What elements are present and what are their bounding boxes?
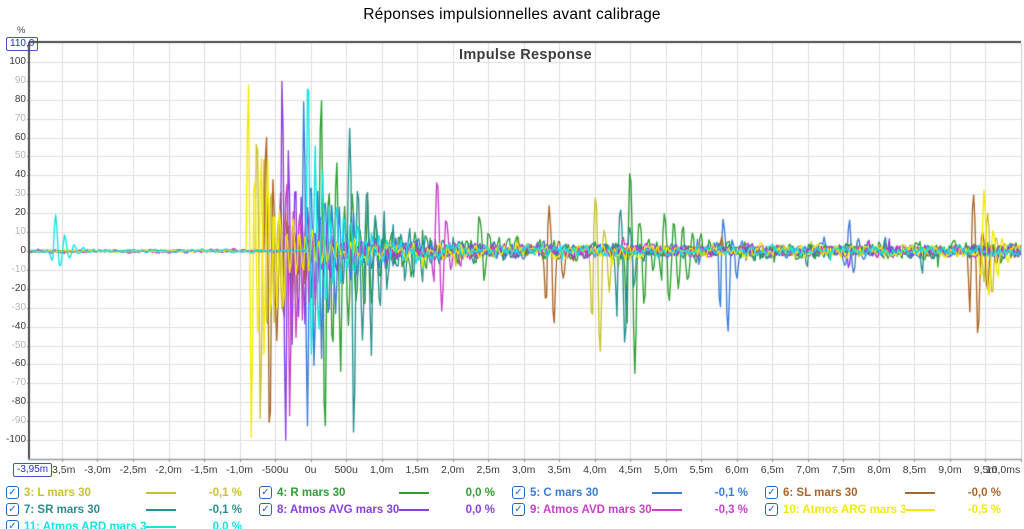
x-tick-label: 7,5m [831,464,856,476]
y-tick-label: -80 [11,396,26,408]
y-tick-label: 90 [14,74,26,86]
legend-checkbox[interactable]: ✓ [765,486,778,499]
y-tick-label: -70 [11,377,26,389]
x-tick-label: 9,0m [938,464,962,476]
y-tick-label: -90 [11,415,26,427]
y-tick-label: -60 [11,358,26,370]
y-tick-label: -50 [11,339,26,351]
x-tick-label: 5,5m [689,464,713,476]
legend-item-4: ✓ 4: R mars 30 0,0 % [259,484,512,501]
legend-line-swatch [905,491,935,494]
legend-offset-value: -0,1 % [714,486,748,499]
legend-item-7: ✓ 7: SR mars 30 -0,1 % [6,501,259,518]
legend-checkbox[interactable]: ✓ [6,520,19,529]
x-tick-label: 2,5m [476,464,500,476]
x-tick-label: -500u [261,464,289,476]
legend-label: 11: Atmos ARD mars 30 [24,520,146,529]
legend-offset-value: -0,3 % [714,503,748,516]
x-tick-label: 9,5m [973,464,998,476]
legend-offset-value: 0,0 % [465,486,495,499]
x-tick-label: 3,0m [512,464,536,476]
x-tick-label: 500u [334,464,358,476]
legend-label: 9: Atmos AVD mars 30 [530,503,652,516]
legend-line-swatch [652,491,682,494]
x-tick-label: 6,0m [725,464,749,476]
y-tick-label: 40 [14,169,26,181]
legend-checkbox[interactable]: ✓ [6,486,19,499]
x-axis-min-input[interactable]: -3,95m [13,463,53,477]
legend-item-6: ✓ 6: SL mars 30 -0,0 % [765,484,1018,501]
x-tick-label: -2,5m [119,464,147,476]
legend-line-swatch [146,508,176,511]
y-tick-label: -20 [11,282,26,294]
legend-checkbox[interactable]: ✓ [6,503,19,516]
legend-item-10: ✓ 10: Atmos ARG mars 30 -0,5 % [765,501,1018,518]
y-tick-label: 60 [14,131,26,143]
y-tick-label: 20 [14,207,26,219]
y-tick-label: 70 [14,112,26,124]
x-tick-label: 3,5m [547,464,571,476]
legend-line-swatch [146,491,176,494]
y-tick-label: 30 [14,188,26,200]
x-tick-label: 8,0m [867,464,891,476]
legend-offset-value: -0,1 % [208,486,242,499]
legend-line-swatch [399,491,429,494]
legend-item-9: ✓ 9: Atmos AVD mars 30 -0,3 % [512,501,765,518]
plot-canvas [0,0,1024,480]
legend-checkbox[interactable]: ✓ [765,503,778,516]
x-tick-label: -1,5m [190,464,218,476]
y-tick-label: -100 [5,434,26,446]
y-tick-label: 50 [14,150,26,162]
legend-offset-value: -0,1 % [208,503,242,516]
legend-label: 3: L mars 30 [24,486,91,499]
y-tick-label: -10 [11,263,26,275]
legend-item-8: ✓ 8: Atmos AVG mars 30 0,0 % [259,501,512,518]
y-tick-label: 0 [20,245,26,256]
legend-label: 8: Atmos AVG mars 30 [277,503,399,516]
x-tick-label: -2,0m [155,464,182,476]
y-tick-label: -40 [11,320,26,332]
x-tick-label: 1,5m [405,464,429,476]
x-tick-label: 5,0m [654,464,678,476]
legend-checkbox[interactable]: ✓ [259,503,272,516]
legend: ✓ 3: L mars 30 -0,1 % ✓ 4: R mars 30 0,0 % ✓ 5:… [6,484,1020,529]
legend-item-11: ✓ 11: Atmos ARD mars 30 0,0 % [6,518,259,529]
x-tick-label: 6,5m [760,464,785,476]
legend-checkbox[interactable]: ✓ [512,486,525,499]
legend-line-swatch [652,508,682,511]
legend-offset-value: 0,0 % [212,520,242,529]
y-tick-label: 100 [9,55,26,67]
legend-line-swatch [399,508,429,511]
x-tick-label: 0u [304,464,317,476]
x-tick-label: 8,5m [902,464,927,476]
y-tick-label: -30 [11,301,26,313]
legend-offset-value: -0,0 % [967,486,1001,499]
legend-item-5: ✓ 5: C mars 30 -0,1 % [512,484,765,501]
legend-item-3: ✓ 3: L mars 30 -0,1 % [6,484,259,501]
x-tick-label: 10,0ms [985,464,1021,476]
x-tick-label: 2,0m [441,464,465,476]
y-tick-label: 80 [14,93,26,105]
x-tick-label: -1,0m [226,464,253,476]
x-tick-label: -3,0m [84,464,111,476]
x-tick-label: 4,0m [583,464,607,476]
y-tick-label: 10 [14,226,26,238]
legend-offset-value: -0,5 % [967,503,1001,516]
legend-checkbox[interactable]: ✓ [259,486,272,499]
x-tick-label: -3,5m [48,464,76,476]
legend-label: 5: C mars 30 [530,486,599,499]
x-tick-label: 7,0m [796,464,820,476]
legend-label: 10: Atmos ARG mars 30 [783,503,905,516]
legend-label: 7: SR mars 30 [24,503,101,516]
legend-line-swatch [905,508,935,511]
legend-line-swatch [146,525,176,528]
legend-label: 4: R mars 30 [277,486,346,499]
x-tick-label: 4,5m [618,464,642,476]
x-tick-label: 1,0m [369,464,394,476]
legend-label: 6: SL mars 30 [783,486,858,499]
legend-checkbox[interactable]: ✓ [512,503,525,516]
legend-offset-value: 0,0 % [465,503,495,516]
